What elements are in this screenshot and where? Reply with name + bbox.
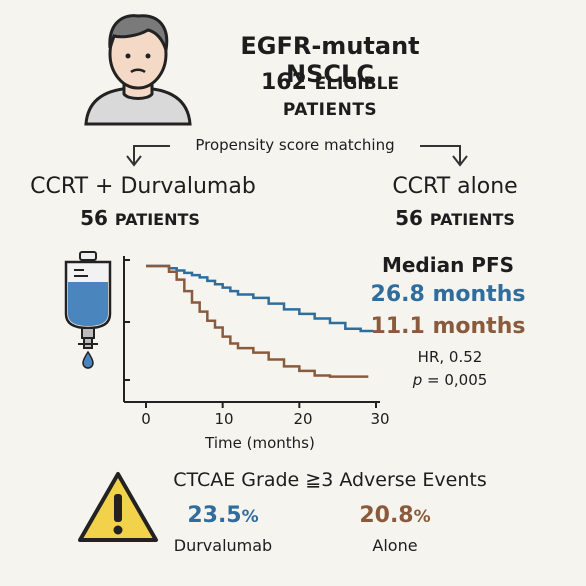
x-tick-20: 20 bbox=[293, 410, 313, 428]
cohort-title: EGFR-mutant NSCLC bbox=[240, 32, 420, 88]
km-lines bbox=[146, 264, 374, 378]
ae-alone-percent: % bbox=[413, 507, 431, 527]
km-line-durvalumab bbox=[146, 264, 374, 333]
median-pfs-title: Median PFS bbox=[381, 253, 515, 277]
median-pfs-durvalumab: 26.8 months bbox=[370, 282, 526, 307]
arm-left-patients: PATIENTS bbox=[114, 210, 200, 229]
p-label: p bbox=[412, 371, 423, 389]
km-chart bbox=[123, 256, 380, 408]
km-axes bbox=[123, 256, 380, 408]
adverse-events-title: CTCAE Grade ≧3 Adverse Events bbox=[173, 469, 487, 491]
eligible-word: ELIGIBLE bbox=[314, 74, 400, 94]
x-axis-label: Time (months) bbox=[205, 434, 315, 452]
ae-durvalumab-percent: % bbox=[241, 507, 259, 527]
arm-left-count-line: 56 PATIENTS bbox=[40, 206, 240, 230]
hazard-ratio: HR, 0.52 bbox=[417, 348, 483, 366]
arm-right-name: CCRT alone bbox=[392, 174, 518, 199]
ae-durvalumab-value: 23.5 bbox=[187, 503, 242, 528]
arm-right-patients: PATIENTS bbox=[429, 210, 515, 229]
ae-alone-label: Alone bbox=[372, 536, 418, 555]
x-tick-30: 30 bbox=[370, 410, 390, 428]
ae-alone-value: 20.8 bbox=[359, 503, 414, 528]
ae-durvalumab-label: Durvalumab bbox=[173, 536, 273, 555]
iv-bag-icon bbox=[64, 251, 112, 369]
arm-right-count: 56 bbox=[395, 206, 423, 230]
km-line-alone bbox=[146, 264, 369, 378]
ae-alone-value-line: 20.8% bbox=[340, 503, 450, 528]
ae-durvalumab-value-line: 23.5% bbox=[168, 503, 278, 528]
x-tick-0: 0 bbox=[141, 410, 151, 428]
eligible-patients-word: PATIENTS bbox=[282, 100, 378, 120]
x-tick-10: 10 bbox=[214, 410, 234, 428]
warning-icon bbox=[78, 472, 158, 542]
eligible-count: 162 bbox=[260, 70, 307, 95]
p-value: = 0,005 bbox=[427, 371, 488, 389]
matching-label: Propensity score matching bbox=[170, 136, 420, 154]
median-pfs-alone: 11.1 months bbox=[370, 314, 526, 339]
arm-left-name: CCRT + Durvalumab bbox=[30, 174, 256, 199]
arm-right-count-line: 56 PATIENTS bbox=[360, 206, 550, 230]
arm-left-count: 56 bbox=[80, 206, 108, 230]
p-value-line: p = 0,005 bbox=[380, 371, 520, 389]
eligible-count-line: 162 ELIGIBLE bbox=[200, 70, 460, 95]
person-icon bbox=[84, 14, 192, 126]
